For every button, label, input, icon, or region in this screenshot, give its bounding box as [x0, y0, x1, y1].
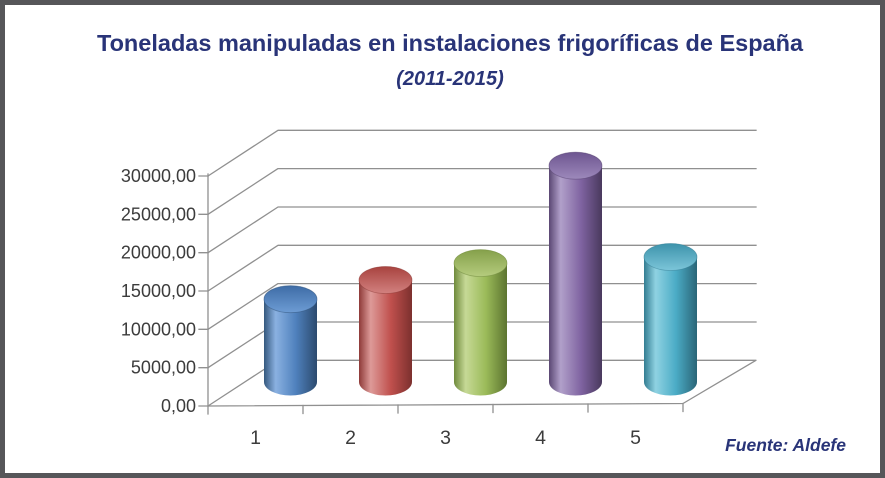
bar-cylinder-1: [263, 285, 318, 396]
bar-cylinder-3: [453, 249, 508, 396]
source-caption: Fuente: Aldefe: [725, 435, 846, 455]
y-tick-label: 0,00: [161, 396, 196, 416]
y-tick-label: 10000,00: [121, 319, 196, 339]
y-tick-label: 30000,00: [121, 166, 196, 186]
y-tick-label: 15000,00: [121, 281, 196, 301]
chart-title: Toneladas manipuladas en instalaciones f…: [97, 30, 804, 56]
y-tick-label: 20000,00: [121, 243, 196, 263]
x-axis: [207, 402, 684, 415]
x-category-label: 4: [535, 427, 546, 449]
chart-subtitle: (2011-2015): [396, 68, 504, 90]
y-axis: [198, 173, 209, 407]
x-category-label: 1: [250, 427, 261, 449]
bar-cylinder-4: [548, 151, 603, 396]
x-category-label: 5: [630, 427, 641, 449]
y-tick-label: 25000,00: [121, 204, 196, 224]
y-tick-labels: 30000,00 25000,00 20000,00 15000,00 1000…: [121, 166, 196, 416]
chart-floor: [207, 359, 757, 407]
x-category-labels: 1 2 3 4 5: [250, 427, 641, 449]
bar-cylinder-2: [358, 266, 413, 396]
x-category-label: 2: [345, 427, 356, 449]
bar-cylinder-5: [643, 243, 698, 396]
x-category-label: 3: [440, 427, 451, 449]
y-tick-label: 5000,00: [131, 358, 196, 378]
